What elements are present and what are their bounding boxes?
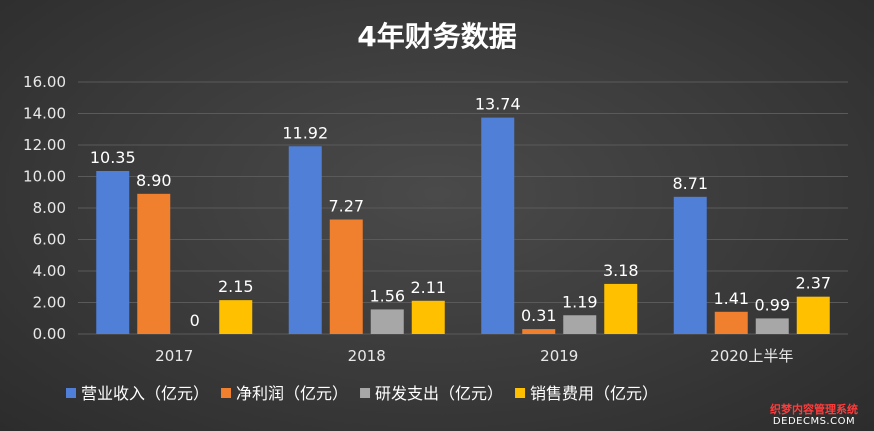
- x-category-label-3: 2020上半年: [710, 347, 793, 365]
- data-label-1-2: 1.56: [369, 286, 405, 305]
- y-tick-label-2: 4.00: [33, 262, 66, 280]
- legend: 营业收入（亿元） 净利润（亿元） 研发支出（亿元） 销售费用（亿元）: [66, 384, 658, 403]
- x-axis-categories: 2017 2018 2019 2020上半年: [155, 347, 793, 365]
- legend-swatch-1: [221, 388, 232, 398]
- bar-3-1: [714, 311, 748, 334]
- bar-2-0: [481, 117, 515, 334]
- data-label-3-1: 1.41: [713, 289, 749, 308]
- chart-title: 4年财务数据: [357, 20, 516, 53]
- legend-swatch-3: [515, 388, 526, 398]
- data-label-1-1: 7.27: [328, 196, 364, 215]
- legend-label-0: 营业收入（亿元）: [81, 384, 209, 403]
- legend-label-1: 净利润（亿元）: [236, 384, 348, 403]
- bar-3-0: [673, 196, 707, 334]
- watermark-line1: 织梦内容管理系统: [770, 403, 858, 416]
- bars: [96, 117, 830, 334]
- x-category-label-1: 2018: [348, 347, 386, 365]
- data-label-1-0: 11.92: [282, 123, 328, 142]
- bar-3-3: [796, 296, 830, 334]
- legend-swatch-0: [66, 388, 76, 398]
- bar-2-3: [604, 283, 638, 334]
- bar-0-1: [137, 193, 171, 334]
- bar-1-3: [411, 300, 445, 334]
- data-label-2-3: 3.18: [603, 261, 639, 280]
- y-tick-label-1: 2.00: [33, 294, 66, 312]
- bar-1-2: [370, 309, 404, 334]
- watermark-line2: DEDECMS.COM: [772, 416, 856, 427]
- y-tick-label-5: 10.00: [23, 168, 66, 186]
- data-label-0-3: 2.15: [218, 277, 254, 296]
- data-labels: 10.358.90 0 2.15 11.92 7.27 1.56 2.11 13.74 0.31…: [90, 95, 831, 330]
- data-label-2-2: 1.19: [562, 292, 598, 311]
- data-label-0-0: 10.35: [90, 148, 136, 167]
- data-label-1-3: 2.11: [410, 278, 446, 297]
- y-axis-ticks: 0.00 2.00 4.00 6.00 8.00 10.00 12.00 14.00 16.00: [23, 73, 66, 343]
- legend-swatch-2: [360, 388, 371, 398]
- bar-3-2: [755, 318, 789, 334]
- bar-0-0: [96, 170, 130, 334]
- y-tick-label-3: 6.00: [33, 231, 66, 249]
- y-tick-label-6: 12.00: [23, 136, 66, 154]
- gridlines: [78, 81, 848, 335]
- data-label-3-3: 2.37: [795, 274, 831, 293]
- data-label-3-0: 8.71: [672, 174, 708, 193]
- data-label-0-1: 8.90: [136, 171, 172, 190]
- data-label-0-2: 0: [190, 311, 200, 330]
- bar-1-1: [329, 219, 363, 334]
- data-label-3-2: 0.99: [754, 295, 790, 314]
- legend-label-3: 销售费用（亿元）: [530, 384, 658, 403]
- legend-label-2: 研发支出（亿元）: [375, 384, 503, 403]
- watermark: 织梦内容管理系统 DEDECMS.COM: [758, 403, 870, 428]
- data-label-2-0: 13.74: [475, 95, 521, 114]
- bar-2-2: [563, 315, 597, 334]
- y-tick-label-7: 14.00: [23, 105, 66, 123]
- x-category-label-0: 2017: [155, 347, 193, 365]
- bar-0-3: [219, 300, 253, 334]
- bar-2-1: [522, 329, 556, 334]
- y-tick-label-8: 16.00: [23, 73, 66, 91]
- bar-1-0: [288, 146, 322, 334]
- y-tick-label-4: 8.00: [33, 199, 66, 217]
- y-tick-label-0: 0.00: [33, 325, 66, 343]
- data-label-2-1: 0.31: [521, 306, 557, 325]
- x-category-label-2: 2019: [540, 347, 578, 365]
